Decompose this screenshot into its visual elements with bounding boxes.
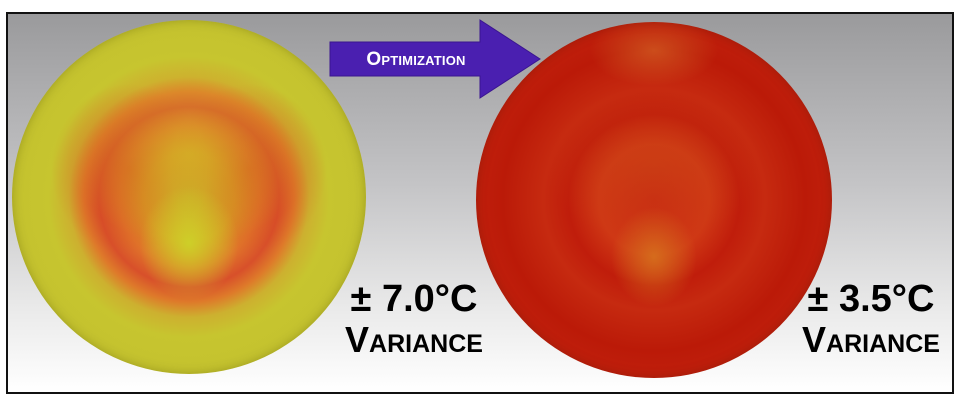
- variance-caption-before: ± 7.0°C Variance: [326, 278, 502, 360]
- variance-label-after: Variance: [802, 319, 940, 360]
- variance-caption-after: ± 3.5°C Variance: [790, 278, 952, 360]
- wafer-heatmap-before: [12, 20, 366, 374]
- wafer-heatmap-after: [476, 22, 832, 378]
- comparison-figure: Optimization ± 7.0°C Variance ± 3.5°C Va…: [6, 12, 954, 394]
- variance-value-before: ± 7.0°C: [350, 278, 478, 320]
- optimization-label: Optimization: [366, 49, 466, 70]
- variance-label-before: Variance: [345, 319, 483, 360]
- optimization-arrow-icon: [329, 19, 541, 99]
- variance-value-after: ± 3.5°C: [807, 278, 935, 320]
